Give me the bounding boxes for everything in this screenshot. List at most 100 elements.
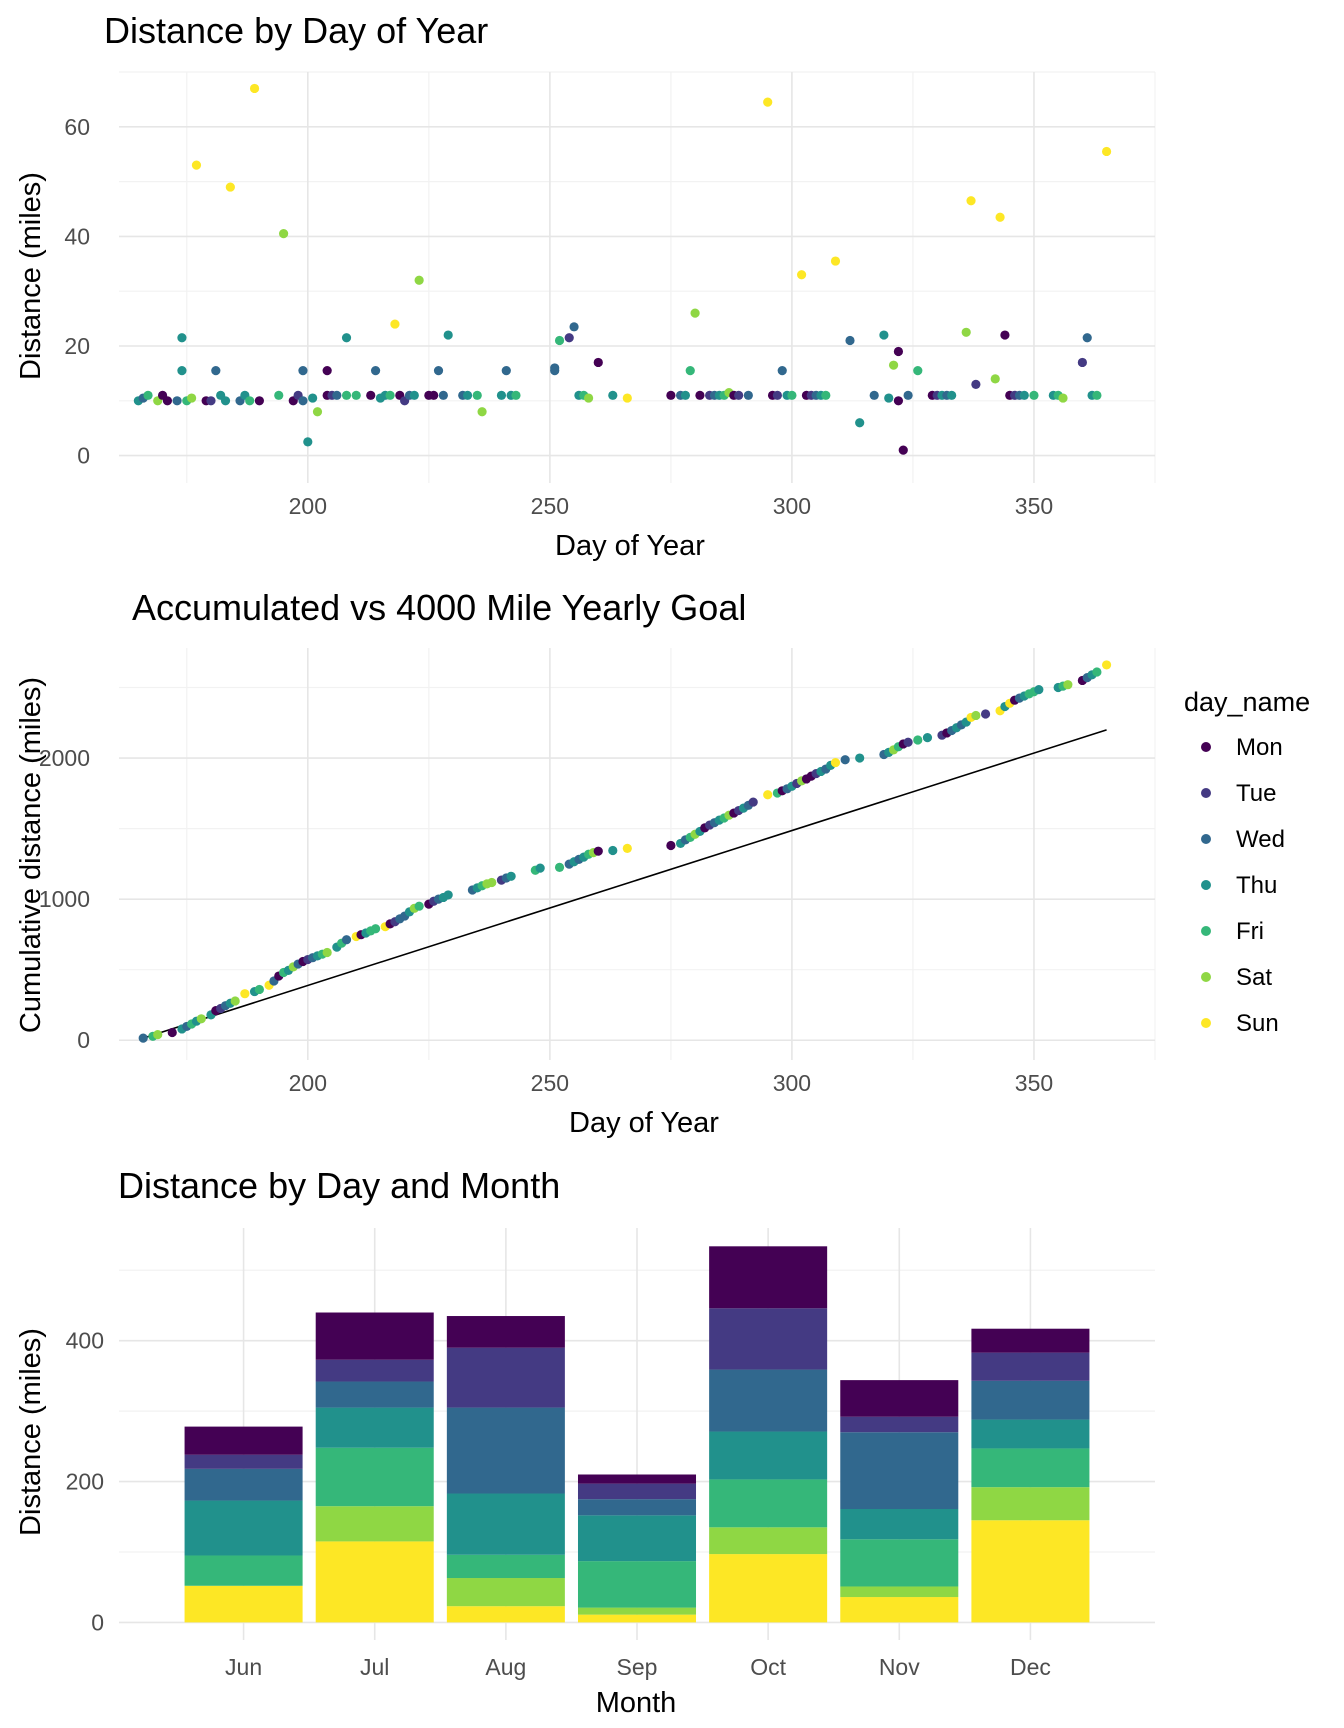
x-tick-label: 250 (531, 493, 569, 519)
x-tick-label: Nov (879, 1654, 920, 1680)
cumulative-point-wed (341, 935, 352, 945)
bar-segment-aug-sat (446, 1578, 565, 1607)
bar-segment-jul-tue (315, 1359, 434, 1382)
scatter-point-thu (855, 418, 865, 428)
scatter-point-sat (1058, 393, 1068, 403)
bar-segment-jun-thu (184, 1500, 303, 1556)
scatter-points (133, 83, 1112, 455)
bar-segment-sep-sun (577, 1614, 697, 1623)
scatter-point-thu (947, 390, 957, 400)
chart-title: Distance by Day of Year (104, 10, 488, 51)
bar-segment-nov-mon (840, 1380, 959, 1417)
cumulative-point-sun (622, 843, 632, 853)
scatter-point-sat (961, 327, 971, 337)
bar-segment-nov-sun (840, 1597, 959, 1623)
bar-segment-sep-thu (577, 1515, 697, 1562)
scatter-point-mon (254, 396, 264, 406)
x-tick-label: Oct (750, 1654, 786, 1680)
scatter-point-mon (366, 390, 376, 400)
chart-title: Distance by Day and Month (118, 1165, 560, 1206)
scatter-point-wed (332, 390, 342, 400)
x-tick-label: Sep (617, 1654, 658, 1680)
stacked-bars (184, 1246, 1090, 1623)
cumulative-point-tue (980, 709, 991, 719)
bar-segment-jun-fri (184, 1555, 303, 1586)
legend-label-sat: Sat (1236, 964, 1272, 991)
legend-key-sun (1201, 1018, 1211, 1028)
legend-key-fri (1201, 926, 1211, 936)
y-axis-title: Cumulative distance (miles) (15, 677, 47, 1033)
legend-label-fri: Fri (1236, 918, 1264, 945)
scatter-point-fri (245, 396, 255, 406)
scatter-point-wed (550, 366, 560, 376)
scatter-point-thu (409, 390, 419, 400)
x-tick-label: 200 (289, 493, 327, 519)
scatter-point-thu (341, 333, 352, 343)
cumulative-point-sat (971, 710, 981, 721)
cumulative-point-wed (138, 1033, 148, 1043)
scatter-point-thu (220, 396, 231, 406)
scatter-point-tue (206, 396, 216, 406)
scatter-point-tue (564, 333, 574, 343)
scatter-point-fri (143, 390, 153, 400)
bar-segment-dec-mon (971, 1328, 1090, 1353)
x-tick-label: 300 (773, 493, 811, 519)
bar-segment-nov-wed (840, 1432, 959, 1510)
y-axis-title: Distance (miles) (15, 172, 47, 380)
y-tick-label: 40 (64, 223, 90, 249)
cumulative-point-sat (230, 996, 240, 1006)
bar-segment-sep-sat (577, 1607, 697, 1615)
scatter-point-wed (1082, 333, 1092, 343)
scatter-point-fri (274, 390, 284, 400)
bar-segment-sep-wed (577, 1499, 697, 1516)
cumulative-point-mon (593, 846, 603, 856)
scatter-point-thu (308, 393, 318, 403)
y-tick-label: 1000 (39, 886, 90, 912)
scatter-point-mon (893, 396, 904, 406)
scatter-point-mon (666, 390, 676, 400)
scatter-point-fri (685, 366, 695, 376)
axis-ticks: 0 200 400 Jun Jul Aug Sep Oct Nov Dec (66, 1328, 1051, 1680)
bar-segment-aug-fri (446, 1554, 565, 1579)
cumulative-point-fri (554, 862, 565, 873)
bar-segment-aug-thu (446, 1493, 565, 1555)
scatter-point-fri (341, 390, 352, 400)
scatter-point-sun (390, 319, 400, 329)
cumulative-point-sun (763, 790, 773, 800)
bar-segment-dec-thu (971, 1419, 1090, 1449)
bar-segment-dec-tue (971, 1352, 1090, 1381)
scatter-point-thu (177, 333, 187, 343)
cumulative-point-sat (153, 1030, 163, 1040)
y-tick-label: 0 (77, 443, 90, 469)
scatter-point-sun (622, 393, 632, 403)
scatter-point-sat (414, 275, 424, 285)
scatter-point-fri (554, 335, 565, 346)
legend-key-sat (1201, 972, 1211, 982)
scatter-point-tue (971, 379, 981, 389)
bar-segment-aug-mon (446, 1316, 565, 1348)
scatter-point-wed (569, 322, 579, 332)
scatter-point-mon (1000, 330, 1010, 340)
scatter-point-sun (1101, 146, 1112, 157)
axis-ticks: 200 250 300 350 0 20 40 60 (64, 114, 1053, 519)
bar-segment-jun-sun (184, 1585, 303, 1623)
scatter-point-fri (913, 366, 923, 376)
bar-segment-aug-sun (446, 1606, 565, 1623)
bar-segment-aug-wed (446, 1407, 565, 1494)
y-tick-label: 200 (66, 1469, 104, 1495)
scatter-point-fri (1092, 390, 1102, 400)
legend-key-wed (1201, 834, 1211, 844)
scatter-point-thu (177, 366, 187, 376)
bar-segment-nov-thu (840, 1509, 959, 1540)
y-tick-label: 0 (77, 1027, 90, 1053)
cumulative-point-sun (1101, 660, 1112, 670)
scatter-point-wed (172, 396, 182, 406)
bar-segment-jul-fri (315, 1447, 434, 1507)
cumulative-point-sat (1063, 680, 1073, 690)
scatter-point-thu (496, 390, 507, 400)
bar-segment-jul-mon (315, 1312, 434, 1360)
scatter-point-sat (990, 374, 1000, 384)
scatter-point-sat (690, 308, 700, 318)
bar-segment-jun-wed (184, 1468, 303, 1501)
scatter-point-wed (743, 390, 753, 400)
